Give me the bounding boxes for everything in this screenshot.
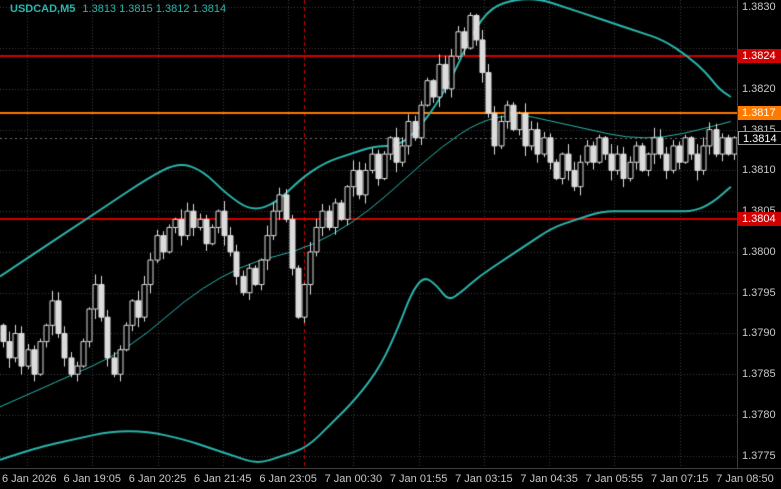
time-axis-label: 6 Jan 23:05 [259,473,317,485]
bid-price-badge: 1.3814 [738,130,781,145]
time-axis-label: 7 Jan 08:50 [716,473,774,485]
price-axis: 1.3830 1.3820 1.3815 1.3810 1.3805 1.3800 1.37… [737,0,781,468]
time-axis-label: 7 Jan 03:15 [455,473,513,485]
symbol-period-label: USDCAD,M5 [10,3,76,15]
time-axis-label: 6 Jan 2026 [2,473,57,485]
time-axis-label: 6 Jan 20:25 [128,473,187,485]
time-axis-label: 7 Jan 07:15 [650,473,709,485]
price-axis-label: 1.3830 [742,1,776,14]
price-axis-label: 1.3795 [742,286,776,299]
price-axis-label: 1.3810 [742,164,776,177]
time-axis-label: 7 Jan 01:55 [389,473,448,485]
ohlc-quotes-label: 1.3813 1.3815 1.3812 1.3814 [82,3,227,15]
time-axis-label: 7 Jan 05:55 [585,473,644,485]
price-chart-canvas[interactable] [0,0,737,468]
price-axis-label: 1.3785 [742,368,776,381]
chart-title: USDCAD,M5 1.3813 1.3815 1.3812 1.3814 [10,3,226,15]
resistance-level-price-badge: 1.3824 [738,49,781,64]
time-axis-label: 7 Jan 00:30 [324,473,383,485]
intermediate-level-price-badge: 1.3817 [738,106,781,121]
price-axis-label: 1.3790 [742,327,776,340]
price-axis-label: 1.3775 [742,449,776,462]
time-axis-label: 7 Jan 04:35 [520,473,578,485]
price-axis-label: 1.3820 [742,82,776,95]
time-axis-label: 6 Jan 21:45 [194,473,252,485]
price-axis-label: 1.3780 [742,409,776,421]
time-axis-label: 6 Jan 19:05 [63,473,122,485]
support-level-price-badge: 1.3804 [738,212,781,227]
time-axis: 6 Jan 2026 6 Jan 19:05 6 Jan 20:25 6 Jan 21… [0,468,781,489]
price-axis-label: 1.3800 [742,245,776,258]
